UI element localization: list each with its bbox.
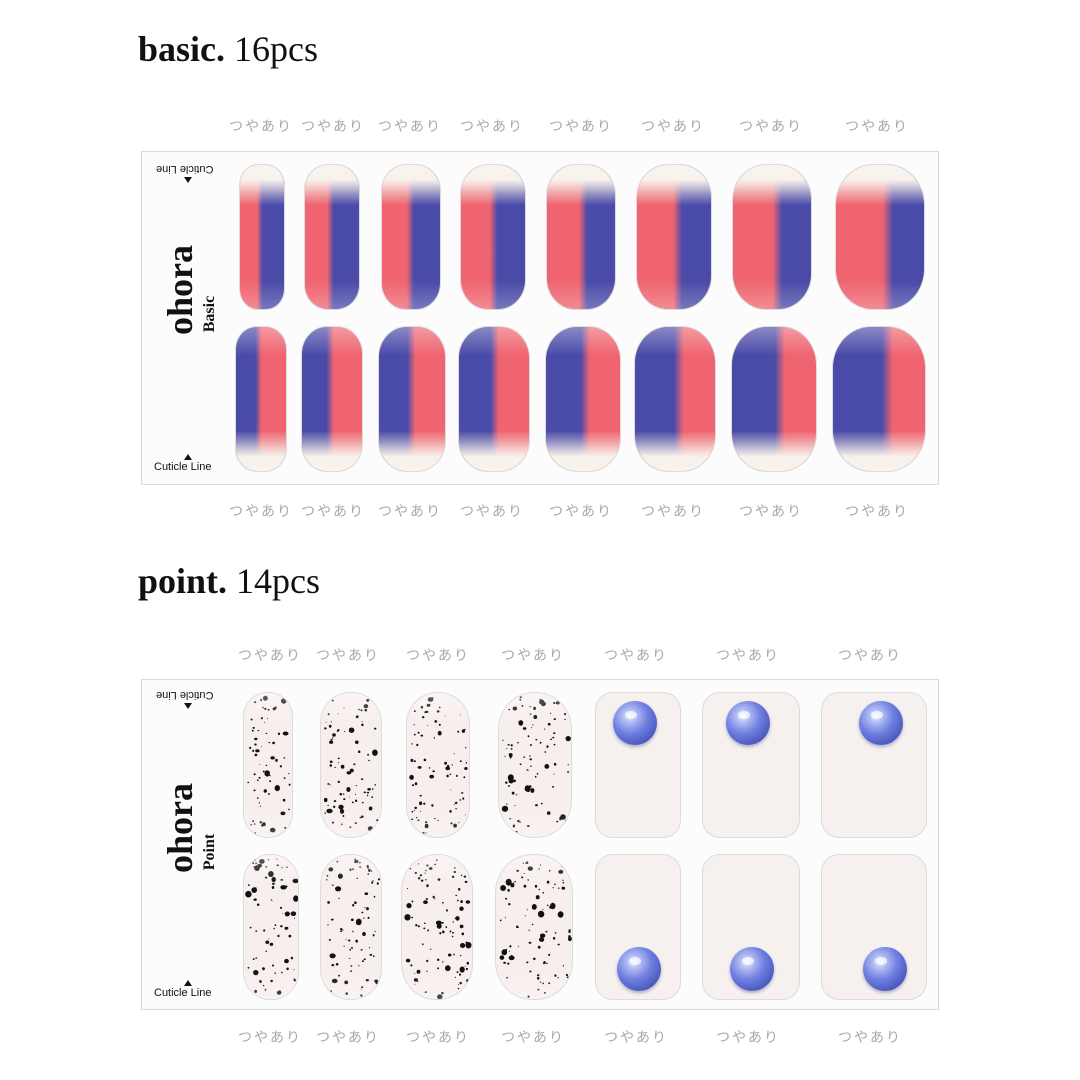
gloss-label: つやあり [460,118,524,134]
gloss-label: つやあり [301,118,365,134]
point-title-label: point. [138,561,228,601]
gloss-label: つやあり [739,118,803,134]
gloss-label: つやあり [549,503,613,519]
blue-gem-stone-icon [863,947,907,991]
point-nail-sheet: Cuticle Line ohora Point Cuticle Line [141,679,939,1010]
brand-sub-label: Point [201,833,218,871]
point-gem-nail-tip [702,854,800,1000]
gloss-label: つやあり [838,647,902,663]
point-speckle-nail-tip [243,692,293,838]
gloss-label: つやあり [378,503,442,519]
basic-nail-tip [636,164,712,310]
gloss-label: つやあり [501,647,565,663]
basic-nail-tip [235,326,287,472]
cuticle-arrow-up-icon [184,980,192,986]
point-gem-nail-tip [595,854,681,1000]
cuticle-line-label-top: Cuticle Line [156,163,214,175]
point-gloss-row-bottom: つやあり つやあり つやあり つやあり つやあり つやあり つやあり [0,1027,1080,1047]
blue-gem-stone-icon [617,947,661,991]
point-gloss-row-top: つやあり つやあり つやあり つやあり つやあり つやあり つやあり [0,645,1080,665]
basic-nail-tip [732,164,812,310]
point-section-title: point. 14pcs [138,560,320,602]
basic-nail-tip [835,164,925,310]
gloss-label: つやあり [301,503,365,519]
point-gem-nail-tip [595,692,681,838]
brand-logo: ohora [160,783,200,873]
speckle-pattern [409,695,468,834]
speckle-pattern [245,858,298,995]
basic-gloss-row-bottom: つやあり つやあり つやあり つやあり つやあり つやあり つやあり つやあり [0,501,1080,521]
cuticle-line-label-top: Cuticle Line [156,689,214,701]
point-gem-nail-tip [821,692,927,838]
basic-section-title: basic. 16pcs [138,28,318,70]
speckle-pattern [326,858,381,997]
basic-nail-tip [378,326,446,472]
gloss-label: つやあり [641,118,705,134]
gloss-label: つやあり [716,1029,780,1045]
gloss-label: つやあり [739,503,803,519]
basic-nail-tip [301,326,363,472]
basic-title-label: basic. [138,29,226,69]
basic-nail-tip [545,326,621,472]
gloss-label: つやあり [229,503,293,519]
gloss-label: つやあり [604,647,668,663]
cuticle-arrow-up-icon [184,454,192,460]
gloss-label: つやあり [378,118,442,134]
basic-title-count: 16pcs [234,29,319,69]
point-speckle-nail-tip [498,692,572,838]
cuticle-line-label-bottom: Cuticle Line [154,461,212,473]
gloss-label: つやあり [716,647,780,663]
speckle-pattern [323,698,379,832]
point-speckle-nail-tip [406,692,470,838]
blue-gem-stone-icon [726,701,770,745]
gloss-label: つやあり [549,118,613,134]
brand-sub-label: Basic [201,295,218,333]
gloss-label: つやあり [838,1029,902,1045]
gloss-label: つやあり [316,647,380,663]
basic-nail-tip [634,326,716,472]
gloss-label: つやあり [604,1029,668,1045]
point-gem-nail-tip [821,854,927,1000]
cuticle-arrow-down-icon [184,177,192,183]
gloss-label: つやあり [641,503,705,519]
point-speckle-nail-tip [401,854,473,1000]
basic-gloss-row-top: つやあり つやあり つやあり つやあり つやあり つやあり つやあり つやあり [0,116,1080,136]
gloss-label: つやあり [501,1029,565,1045]
basic-nail-tip [460,164,526,310]
gloss-label: つやあり [845,503,909,519]
blue-gem-stone-icon [859,701,903,745]
basic-nail-tip [239,164,285,310]
point-speckle-nail-tip [320,854,382,1000]
basic-nail-tip [546,164,616,310]
basic-nail-tip [304,164,360,310]
gloss-label: つやあり [238,1029,302,1045]
basic-nail-tip [731,326,817,472]
basic-nail-sheet: Cuticle Line ohora Basic Cuticle Line [141,151,939,485]
gloss-label: つやあり [316,1029,380,1045]
speckle-pattern [498,860,572,998]
speckle-pattern [247,695,291,834]
basic-nail-tip [381,164,441,310]
cuticle-arrow-down-icon [184,703,192,709]
point-gem-nail-tip [702,692,800,838]
point-speckle-nail-tip [320,692,382,838]
cuticle-line-label-bottom: Cuticle Line [154,987,212,999]
gloss-label: つやあり [238,647,302,663]
point-title-count: 14pcs [236,561,321,601]
basic-nail-tip [458,326,530,472]
point-speckle-nail-tip [243,854,299,1000]
basic-nail-tip [832,326,926,472]
speckle-pattern [404,859,472,999]
blue-gem-stone-icon [613,701,657,745]
gloss-label: つやあり [406,1029,470,1045]
gloss-label: つやあり [845,118,909,134]
point-speckle-nail-tip [495,854,573,1000]
speckle-pattern [501,696,571,835]
blue-gem-stone-icon [730,947,774,991]
brand-logo: ohora [160,245,200,335]
gloss-label: つやあり [229,118,293,134]
gloss-label: つやあり [460,503,524,519]
gloss-label: つやあり [406,647,470,663]
